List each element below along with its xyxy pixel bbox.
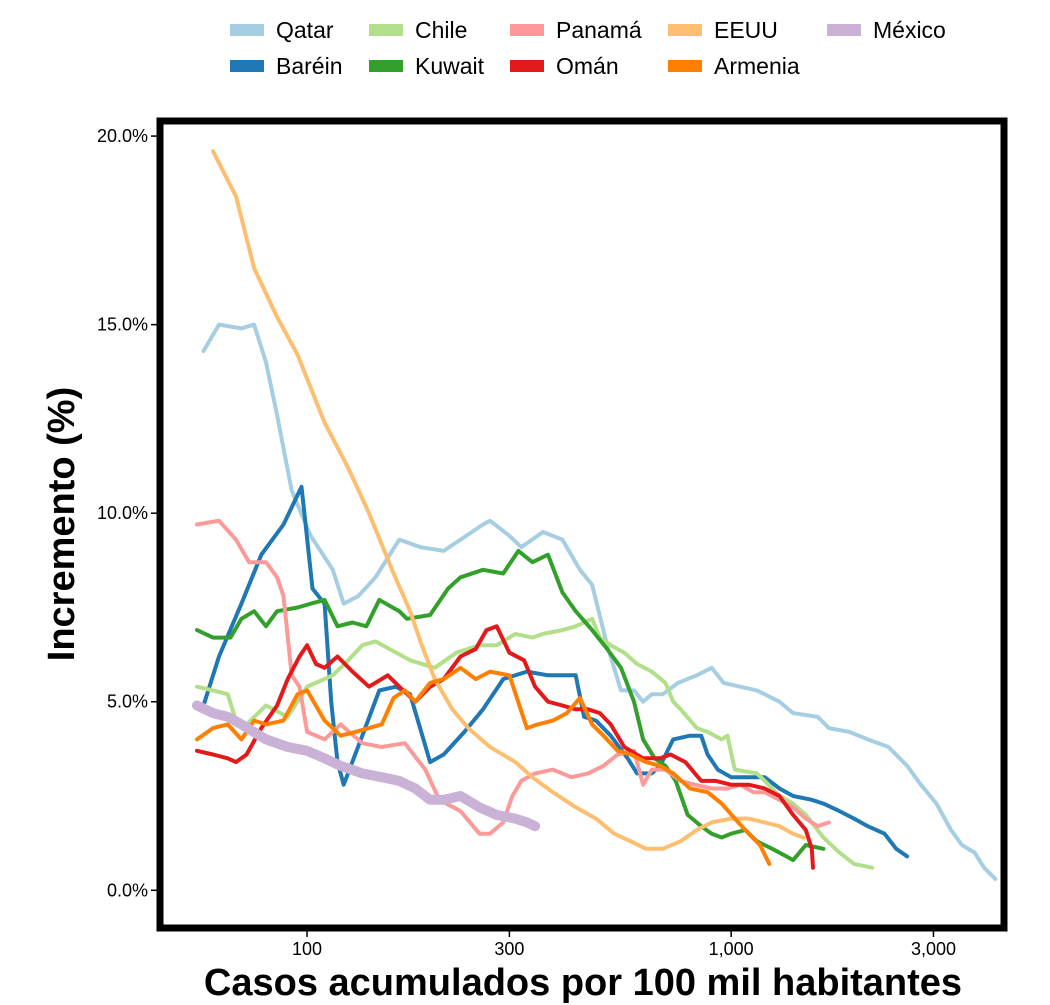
y-tick-label-1: 5.0% <box>107 692 148 712</box>
legend-label-7: Armenia <box>714 53 800 79</box>
plot-frame <box>156 117 1008 932</box>
series-line-5 <box>195 624 815 870</box>
y-tick-label-3: 15.0% <box>97 315 148 335</box>
x-tick-label-1: 300 <box>494 939 524 959</box>
legend-swatch-5 <box>510 60 544 72</box>
y-axis-title: Incremento (%) <box>41 387 83 661</box>
x-axis-title: Casos acumulados por 100 mil habitantes <box>204 962 962 1004</box>
legend-swatch-3 <box>369 60 403 72</box>
x-tick-label-3: 3,000 <box>911 939 956 959</box>
legend-label-2: Chile <box>415 17 467 43</box>
legend: Qatar Baréin Chile Kuwait Panamá Omán EEUU Arme… <box>230 17 946 79</box>
y-axis: 0.0% 5.0% 10.0% 15.0% 20.0% <box>97 126 157 900</box>
legend-swatch-6 <box>668 24 702 36</box>
legend-swatch-0 <box>230 24 264 36</box>
legend-swatch-2 <box>369 24 403 36</box>
series-line-0 <box>201 322 998 881</box>
legend-swatch-8 <box>827 24 861 36</box>
legend-swatch-7 <box>668 60 702 72</box>
legend-label-5: Omán <box>556 53 619 79</box>
y-tick-label-0: 0.0% <box>107 880 148 900</box>
series-layer <box>192 149 998 881</box>
series-line-3 <box>195 548 826 863</box>
legend-label-1: Baréin <box>276 53 342 79</box>
legend-label-6: EEUU <box>714 17 778 43</box>
series-line-6 <box>211 149 806 851</box>
series-line-7 <box>195 665 772 866</box>
legend-label-0: Qatar <box>276 17 334 43</box>
legend-swatch-4 <box>510 24 544 36</box>
legend-label-3: Kuwait <box>415 53 485 79</box>
legend-label-8: México <box>873 17 946 43</box>
y-tick-label-2: 10.0% <box>97 503 148 523</box>
series-line-2 <box>195 616 875 870</box>
y-tick-label-4: 20.0% <box>97 126 148 146</box>
series-line-8 <box>192 700 541 832</box>
series-line-1 <box>201 484 910 859</box>
legend-label-4: Panamá <box>556 17 642 43</box>
x-tick-label-2: 1,000 <box>709 939 754 959</box>
legend-swatch-1 <box>230 60 264 72</box>
x-tick-label-0: 100 <box>292 939 322 959</box>
x-axis: 100 300 1,000 3,000 <box>292 931 956 959</box>
